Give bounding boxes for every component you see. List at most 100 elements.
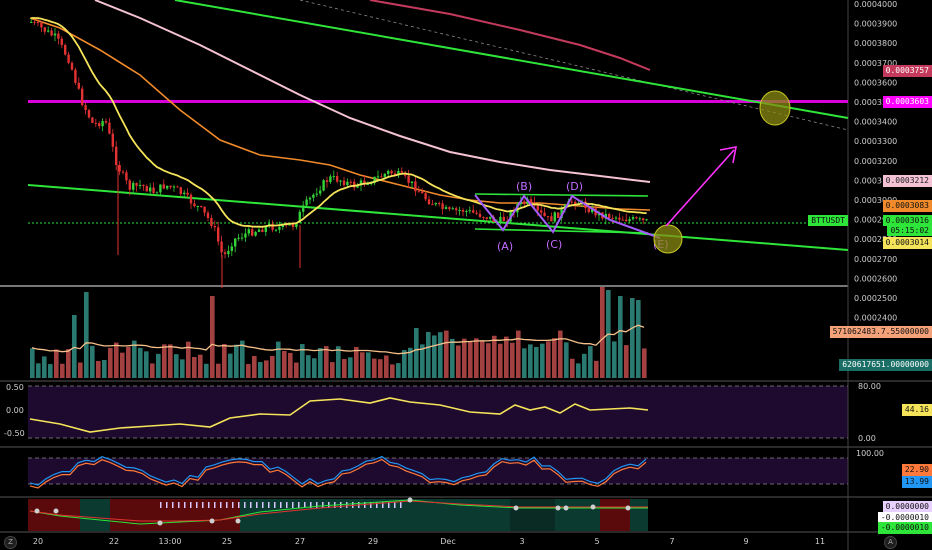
stoch-k-line[interactable] [29,455,647,486]
volume-bar [618,296,623,378]
macd-hist-bar [256,502,258,508]
candle-body [278,227,281,230]
rsi-line[interactable] [29,397,649,433]
volume-bar [522,348,527,378]
candle-body [523,201,526,204]
volume-bar [318,348,323,378]
volume-bar [642,348,647,378]
macd-signal-line[interactable] [29,500,648,522]
ema-line[interactable] [31,17,647,228]
candle-body [274,229,278,231]
volume-histogram[interactable] [30,287,647,378]
projection-arrow[interactable] [665,149,735,227]
macd-hist-tag: -0.0000010 [877,522,932,534]
volume-bar [126,346,131,378]
volume-bar [258,362,263,378]
candle-body [159,184,162,193]
candle-body [322,180,325,191]
macd-hist-bar [202,502,204,508]
upper-trendline[interactable] [174,0,849,119]
macd-hist-bar [322,502,324,508]
candle-body [217,227,220,242]
triangle-bottom-line[interactable] [474,228,649,234]
candle-body [94,122,97,124]
candle-body [145,186,148,192]
price-tick-label: 0.0002400 [854,314,897,323]
candle-body [431,204,434,206]
candle-body [142,184,145,187]
candle-body [237,237,240,239]
volume-bar [138,347,143,378]
macd-background-block [555,499,600,531]
macd-hist-bar [388,502,390,508]
volume-bar [516,330,521,378]
macd-hist-bar [280,502,282,508]
target-circle-marker[interactable] [759,90,791,126]
lower-trendline[interactable] [27,184,849,251]
resistance-level-line[interactable] [28,100,848,103]
time-axis[interactable]: 20 22 13:00 25 27 29 Dec 3 5 7 9 11 [33,537,825,546]
candle-body [179,187,182,194]
stoch-d-line[interactable] [29,458,647,489]
candle-body [540,210,543,213]
candle-body [295,222,298,227]
candle-body [81,88,84,106]
ma100-line[interactable] [94,0,651,183]
volume-ma-line[interactable] [31,324,645,355]
candle-body [206,212,210,219]
macd-background-block [110,499,240,531]
candle-body [101,121,104,127]
price-tick-label: 0.0002800 [854,235,897,244]
candle-body [417,191,420,193]
ma50-line[interactable] [29,17,651,211]
price-axis[interactable]: 0.0004000 0.0003900 0.0003800 0.0003700 0.00… [854,0,897,323]
macd-hist-bar [262,502,264,508]
macd-hist-bar [298,502,300,508]
macd-line[interactable] [29,499,648,525]
timezone-button[interactable]: Z [4,536,17,549]
macd-hist-bar [184,502,186,508]
volume-bar [462,338,467,378]
candle-body [485,217,488,219]
candle-body [550,216,553,222]
volume-bar [372,358,377,378]
candle-body [635,217,638,219]
candle-body [53,33,57,36]
price-tick-label: 0.0003100 [854,176,897,185]
elliott-wave-path[interactable] [474,194,661,239]
rsi-left-scale-bottom: -0.50 [4,429,25,438]
date-tick-label: 29 [368,537,378,546]
volume-bar [354,346,359,378]
candle-body [339,180,342,182]
volume-bar [570,358,575,378]
candle-body [176,186,179,188]
candle-body [472,210,475,213]
wave-label-c: (C) [546,238,562,251]
volume-bar [564,342,569,378]
ma200-line[interactable] [369,0,651,71]
volume-bar [576,363,581,378]
volume-bar [420,344,425,378]
candle-body [251,229,254,236]
candle-body [77,82,80,89]
rsi-right-scale-bottom: 0.00 [858,434,876,443]
candle-body [132,183,135,190]
triangle-top-line[interactable] [474,193,649,197]
candle-body [380,176,383,178]
candle-body [135,183,138,186]
trend-extension-dashed[interactable] [299,0,849,131]
macd-cross-dot [513,505,519,511]
candle-body [366,184,369,186]
candle-body [166,185,169,189]
macd-hist-bar [346,502,348,508]
volume-bar [468,341,473,378]
macd-cross-dot [235,518,241,524]
bar-countdown-tag: 05:15:02 [887,226,932,236]
auto-scale-button[interactable]: A [884,536,897,549]
candle-body [319,190,322,194]
macd-hist-bar [370,502,372,508]
breakout-circle-marker[interactable] [653,224,683,254]
stoch-band [28,458,848,484]
price-tick-label: 0.0003800 [854,39,897,48]
